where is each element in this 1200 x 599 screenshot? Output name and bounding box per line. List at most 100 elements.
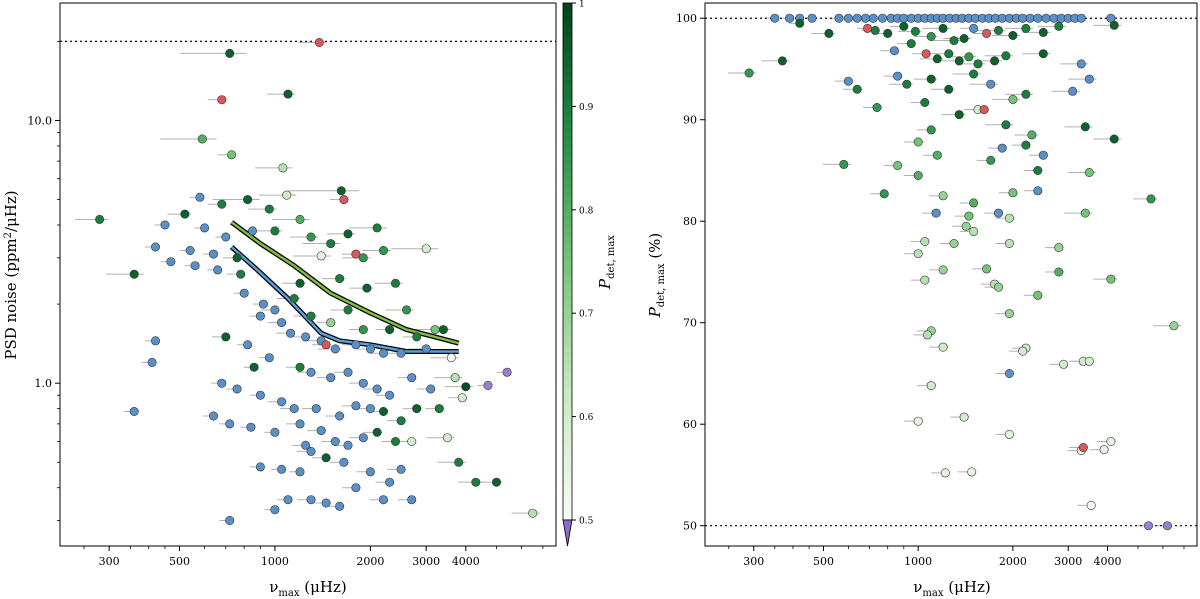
data-point: [283, 89, 293, 99]
data-point: [362, 283, 372, 293]
data-point: [471, 477, 481, 487]
data-point: [1038, 150, 1048, 160]
data-point: [899, 21, 909, 31]
data-point: [920, 237, 930, 247]
data-point: [457, 393, 467, 403]
left-threshold-curves: [229, 220, 460, 354]
right-points: [744, 13, 1179, 531]
data-point: [931, 208, 941, 218]
data-point: [311, 404, 321, 414]
data-point: [396, 348, 406, 358]
data-point: [396, 464, 406, 474]
data-point: [454, 457, 464, 467]
x-tick-label: 500: [813, 555, 834, 568]
data-point: [277, 318, 287, 328]
data-point: [913, 137, 923, 147]
data-point: [1033, 290, 1043, 300]
data-point: [365, 467, 375, 477]
data-point: [232, 253, 242, 263]
data-point: [1080, 122, 1090, 132]
data-point: [295, 362, 305, 372]
data-point: [910, 26, 920, 36]
data-point: [1054, 267, 1064, 277]
data-point: [390, 436, 400, 446]
data-point: [986, 155, 996, 165]
data-point: [351, 340, 361, 350]
left-points: [95, 37, 538, 525]
data-point: [306, 495, 316, 505]
data-point: [301, 332, 311, 342]
data-point: [217, 95, 227, 105]
data-point: [129, 406, 139, 416]
data-point: [236, 269, 246, 279]
data-point: [385, 390, 395, 400]
data-point: [321, 340, 331, 350]
data-point: [277, 464, 287, 474]
data-point: [967, 467, 977, 477]
data-point: [421, 244, 431, 254]
data-point: [843, 76, 853, 86]
data-point: [217, 378, 227, 388]
data-point: [306, 232, 316, 242]
data-point: [969, 198, 979, 208]
data-point: [944, 84, 954, 94]
data-point: [270, 505, 280, 515]
data-point: [295, 214, 305, 224]
data-point: [166, 257, 176, 267]
data-point: [777, 56, 787, 66]
data-point: [390, 278, 400, 288]
data-point: [993, 282, 1003, 292]
data-point: [225, 419, 235, 429]
data-point: [969, 23, 979, 33]
data-point: [407, 436, 417, 446]
colorbar: 0.5 0.6 0.7 0.8 0.9 1 Pdet, max: [562, 0, 617, 547]
data-point: [1054, 21, 1064, 31]
y-tick-label: 50: [683, 520, 697, 533]
data-point: [270, 427, 280, 437]
data-point: [365, 344, 375, 354]
colorbar-tick-label: 0.5: [579, 517, 594, 527]
data-point: [283, 495, 293, 505]
data-point: [1008, 30, 1018, 40]
data-point: [868, 13, 878, 23]
data-point: [744, 68, 754, 78]
data-point: [326, 318, 336, 328]
colorbar-tick-label: 0.7: [579, 310, 594, 320]
data-point: [160, 220, 170, 230]
data-point: [358, 325, 368, 335]
data-point: [1033, 13, 1043, 23]
data-point: [938, 191, 948, 201]
data-point: [232, 384, 242, 394]
data-point: [426, 384, 436, 394]
data-point: [1021, 89, 1031, 99]
data-point: [358, 253, 368, 263]
data-point: [913, 416, 923, 426]
colorbar-tick-label: 0.9: [579, 103, 594, 113]
data-point: [1041, 13, 1051, 23]
data-point: [502, 367, 512, 377]
right-y-axis-label: Pdet, max (%): [646, 233, 667, 319]
y-tick-label: 10.0: [28, 114, 53, 127]
data-point: [932, 150, 942, 160]
data-point: [225, 515, 235, 525]
data-point: [954, 110, 964, 120]
data-point: [920, 98, 930, 108]
data-point: [326, 239, 336, 249]
data-point: [938, 23, 948, 33]
data-point: [1080, 208, 1090, 218]
data-point: [343, 367, 353, 377]
data-point: [225, 48, 235, 58]
data-point: [407, 495, 417, 505]
data-point: [335, 274, 345, 284]
data-point: [1033, 186, 1043, 196]
colorbar-ticks: 0.5 0.6 0.7 0.8 0.9 1: [572, 0, 594, 527]
data-point: [314, 37, 324, 47]
data-point: [180, 209, 190, 219]
data-point: [949, 239, 959, 249]
data-point: [1004, 213, 1014, 223]
data-point: [151, 242, 161, 252]
data-point: [217, 199, 227, 209]
data-point: [401, 305, 411, 315]
data-point: [190, 261, 200, 271]
data-point: [306, 311, 316, 321]
